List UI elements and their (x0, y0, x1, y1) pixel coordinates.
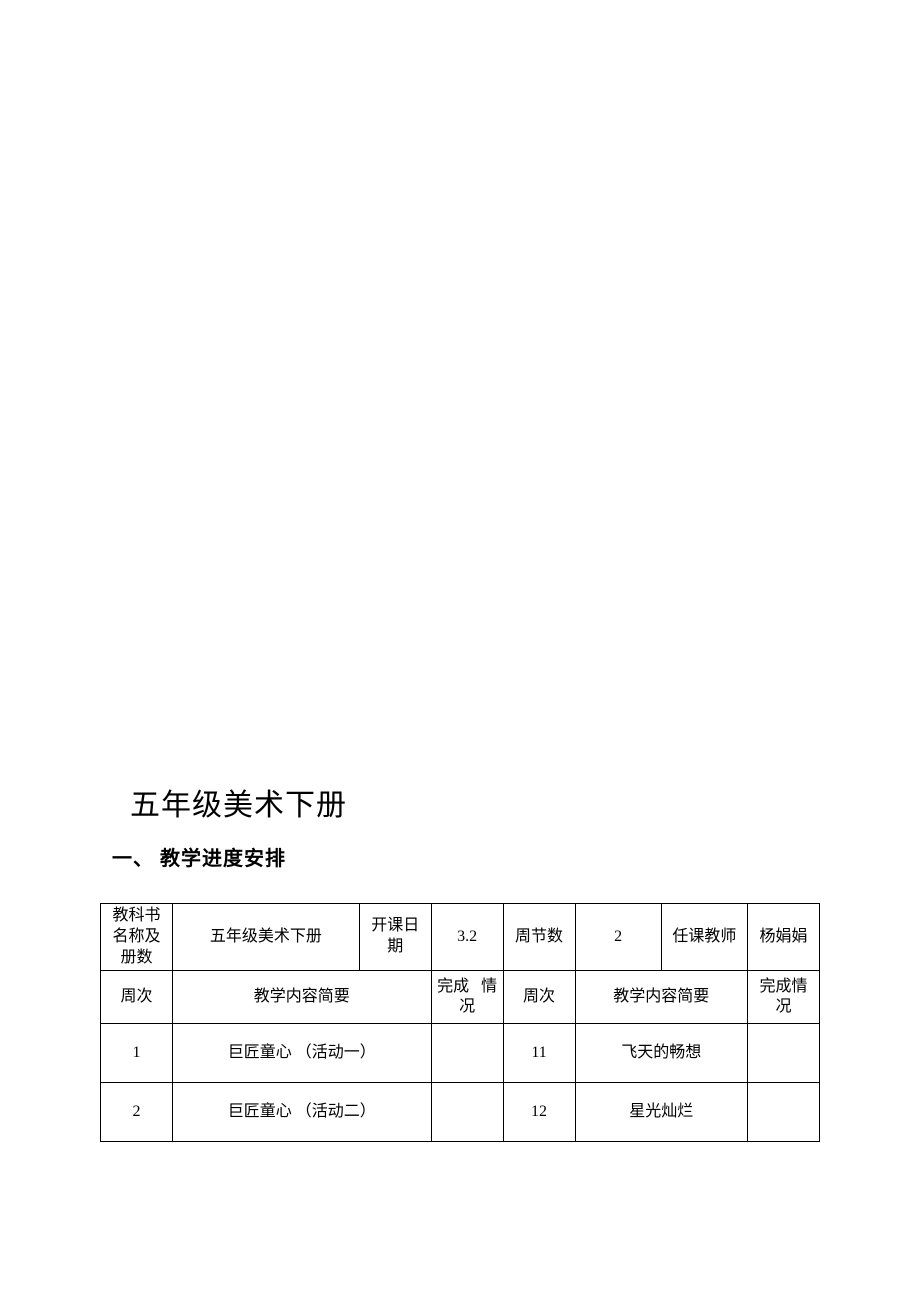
col-content-left: 教学内容简要 (172, 971, 431, 1024)
section-number: 一、 (112, 848, 154, 870)
date-label: 开课日期 (359, 904, 431, 971)
col-week-right: 周次 (503, 971, 575, 1024)
week-left: 1 (101, 1024, 173, 1083)
content-right: 飞天的畅想 (575, 1024, 748, 1083)
book-label: 教科书名称及册数 (101, 904, 173, 971)
schedule-table: 教科书名称及册数 五年级美术下册 开课日期 3.2 周节数 2 任课教师 杨娟娟… (100, 903, 820, 1142)
status-right (748, 1083, 820, 1142)
week-right: 11 (503, 1024, 575, 1083)
table-row: 2 巨匠童心 （活动二） 12 星光灿烂 (101, 1083, 820, 1142)
status-text-b: 情 (481, 978, 497, 995)
date-value: 3.2 (431, 904, 503, 971)
content-right: 星光灿烂 (575, 1083, 748, 1142)
status-text-a: 完成 (437, 978, 469, 995)
table-info-row: 教科书名称及册数 五年级美术下册 开课日期 3.2 周节数 2 任课教师 杨娟娟 (101, 904, 820, 971)
week-left: 2 (101, 1083, 173, 1142)
section-title: 教学进度安排 (160, 848, 286, 870)
col-status-right: 完成情况 (748, 971, 820, 1024)
status-left (431, 1083, 503, 1142)
content-left: 巨匠童心 （活动一） (172, 1024, 431, 1083)
periods-value: 2 (575, 904, 661, 971)
col-content-right: 教学内容简要 (575, 971, 748, 1024)
week-right: 12 (503, 1083, 575, 1142)
content-left: 巨匠童心 （活动二） (172, 1083, 431, 1142)
periods-label: 周节数 (503, 904, 575, 971)
teacher-label: 任课教师 (661, 904, 747, 971)
status-left (431, 1024, 503, 1083)
teacher-value: 杨娟娟 (748, 904, 820, 971)
col-week-left: 周次 (101, 971, 173, 1024)
book-value: 五年级美术下册 (172, 904, 359, 971)
status-text-c: 况 (459, 998, 475, 1015)
table-header-row: 周次 教学内容简要 完成 情况 周次 教学内容简要 完成情况 (101, 971, 820, 1024)
section-heading: 一、 教学进度安排 (112, 842, 820, 871)
table-row: 1 巨匠童心 （活动一） 11 飞天的畅想 (101, 1024, 820, 1083)
status-right (748, 1024, 820, 1083)
col-status-left: 完成 情况 (431, 971, 503, 1024)
doc-title: 五年级美术下册 (130, 780, 820, 824)
